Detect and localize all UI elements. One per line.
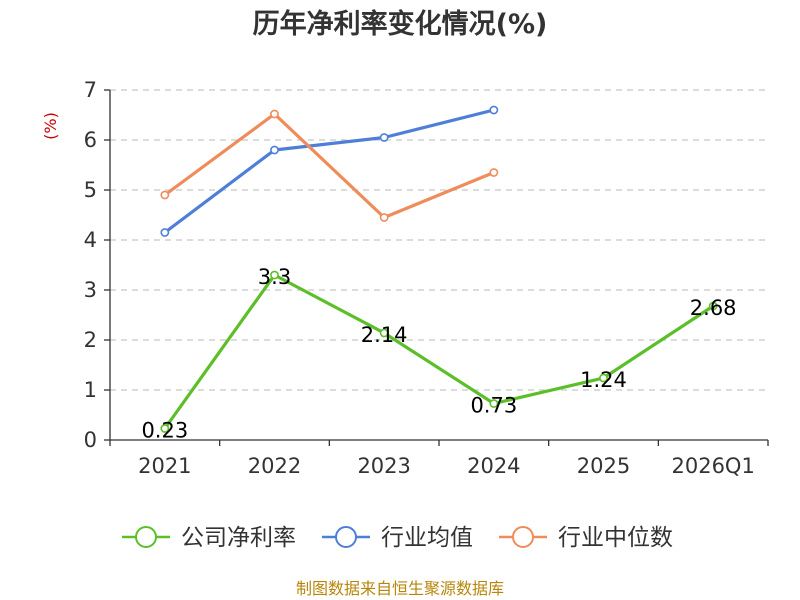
data-label-2025: 1.24 — [580, 368, 627, 392]
x-tick-label-2022: 2022 — [248, 454, 301, 478]
y-tick-label-1: 1 — [84, 378, 97, 402]
legend-label-0: 公司净利率 — [181, 525, 296, 551]
point-2-2022 — [270, 109, 279, 119]
y-tick-label-6: 6 — [84, 128, 97, 152]
data-label-2022: 3.3 — [258, 265, 291, 289]
x-tick-label-2026Q1: 2026Q1 — [671, 454, 754, 478]
legend-label-1: 行业均值 — [381, 525, 473, 551]
point-0-2021 — [160, 424, 170, 433]
point-2-2023 — [379, 213, 389, 222]
y-tick-label-0: 0 — [84, 428, 97, 452]
point-0-2026Q1 — [708, 301, 718, 311]
point-0-2022 — [270, 270, 279, 280]
point-0-2024 — [489, 399, 499, 408]
legend-marker-0 — [135, 526, 157, 548]
x-tick-label-2024: 2024 — [467, 454, 520, 478]
point-2-2021 — [160, 190, 170, 200]
point-1-2023 — [379, 133, 389, 142]
series-line-0 — [163, 273, 715, 430]
series-line-1 — [163, 108, 495, 234]
y-tick-label-2: 2 — [84, 328, 97, 352]
point-1-2022 — [270, 145, 279, 155]
data-label-2023: 2.14 — [361, 323, 408, 347]
data-label-2026Q1: 2.68 — [690, 296, 737, 320]
gridlines — [110, 89, 768, 391]
data-label-2024: 0.73 — [470, 394, 517, 418]
chart-title: 历年净利率变化情况(%) — [253, 8, 548, 40]
y-tick-label-3: 3 — [84, 278, 97, 302]
series-group — [160, 105, 718, 433]
source-note: 制图数据来自恒生聚源数据库 — [296, 579, 504, 598]
x-tick-label-2023: 2023 — [357, 454, 410, 478]
data-labels: 0.23 3.3 2.14 0.73 1.24 2.68 — [141, 265, 736, 443]
point-0-2023 — [379, 328, 389, 338]
x-tick-label-2021: 2021 — [138, 454, 191, 478]
axes: 0 1 2 3 4 5 6 7 2021 2022 2023 2024 2025 2026Q1 — [84, 78, 769, 478]
legend-marker-1 — [335, 526, 357, 548]
y-tick-label-5: 5 — [84, 178, 97, 202]
point-1-2021 — [160, 228, 170, 237]
data-label-2021: 0.23 — [141, 419, 188, 443]
legend: 公司净利率 行业均值 行业中位数 — [122, 525, 673, 551]
legend-label-2: 行业中位数 — [558, 525, 673, 551]
x-tick-label-2025: 2025 — [577, 454, 630, 478]
point-2-2024 — [489, 168, 499, 177]
legend-marker-2 — [512, 526, 534, 548]
y-tick-label-4: 4 — [84, 228, 97, 252]
series-line-2 — [163, 112, 495, 220]
y-tick-label-7: 7 — [84, 78, 97, 102]
point-1-2024 — [489, 105, 499, 115]
point-0-2025 — [599, 373, 608, 383]
y-axis-label: (%) — [41, 112, 60, 140]
